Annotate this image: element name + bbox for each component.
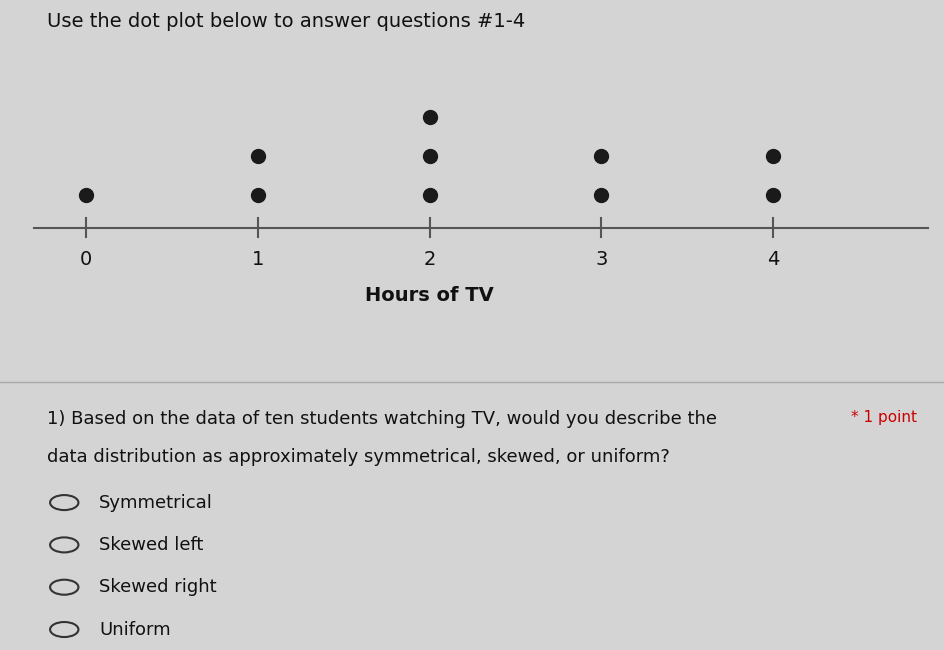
Text: 1: 1: [251, 250, 263, 269]
Text: Skewed right: Skewed right: [99, 578, 216, 596]
Text: 4: 4: [767, 250, 779, 269]
Text: Symmetrical: Symmetrical: [99, 493, 213, 512]
Text: 2: 2: [423, 250, 435, 269]
Text: Uniform: Uniform: [99, 621, 171, 638]
Text: Hours of TV: Hours of TV: [364, 286, 494, 305]
Text: data distribution as approximately symmetrical, skewed, or uniform?: data distribution as approximately symme…: [47, 448, 669, 466]
Text: 3: 3: [595, 250, 607, 269]
Text: 1) Based on the data of ten students watching TV, would you describe the: 1) Based on the data of ten students wat…: [47, 410, 716, 428]
Text: 0: 0: [79, 250, 92, 269]
Text: Use the dot plot below to answer questions #1-4: Use the dot plot below to answer questio…: [47, 12, 525, 31]
Text: Skewed left: Skewed left: [99, 536, 203, 554]
Text: * 1 point: * 1 point: [850, 410, 916, 424]
